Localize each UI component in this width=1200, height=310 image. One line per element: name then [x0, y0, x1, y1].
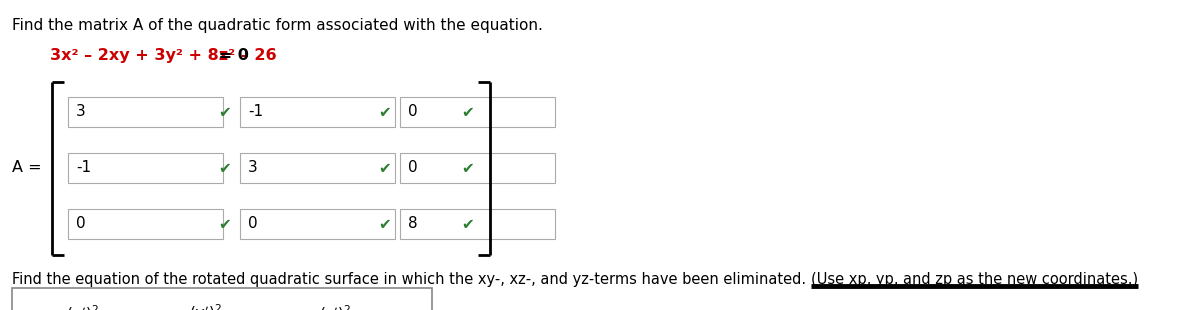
Text: A =: A = [12, 161, 42, 175]
Text: ✔: ✔ [218, 104, 232, 119]
Text: 0: 0 [408, 161, 418, 175]
Text: 3: 3 [248, 161, 258, 175]
Bar [68, 97, 223, 127]
Text: -1: -1 [76, 161, 91, 175]
Text: $(x')^2$: $(x')^2$ [66, 303, 98, 310]
Text: 8: 8 [408, 216, 418, 232]
Text: 0: 0 [76, 216, 85, 232]
Text: $(y')^2$: $(y')^2$ [188, 302, 222, 310]
Text: 3: 3 [76, 104, 85, 119]
Bar [12, 288, 432, 310]
Bar [68, 153, 223, 183]
Text: ✔: ✔ [379, 216, 391, 232]
Text: ✔: ✔ [462, 104, 474, 119]
Bar [240, 153, 395, 183]
Text: = 0: = 0 [214, 48, 250, 63]
Text: (Use xp, yp, and zp as the new coordinates.): (Use xp, yp, and zp as the new coordinat… [811, 272, 1138, 287]
Text: ✔: ✔ [379, 104, 391, 119]
Bar [400, 97, 554, 127]
Text: ✔: ✔ [379, 161, 391, 175]
Bar [400, 209, 554, 239]
Text: ✔: ✔ [462, 216, 474, 232]
Text: $(z')^2$: $(z')^2$ [319, 303, 350, 310]
Text: Find the matrix A of the quadratic form associated with the equation.: Find the matrix A of the quadratic form … [12, 18, 542, 33]
Bar [240, 209, 395, 239]
Text: 0: 0 [408, 104, 418, 119]
Text: 3x² – 2xy + 3y² + 8z² – 26: 3x² – 2xy + 3y² + 8z² – 26 [50, 48, 277, 63]
Text: ✔: ✔ [218, 216, 232, 232]
Text: 0: 0 [248, 216, 258, 232]
Text: ✔: ✔ [218, 161, 232, 175]
Bar [68, 209, 223, 239]
Text: ✔: ✔ [462, 161, 474, 175]
Bar [240, 97, 395, 127]
Text: -1: -1 [248, 104, 263, 119]
Bar [400, 153, 554, 183]
Text: Find the equation of the rotated quadratic surface in which the xy-, xz-, and yz: Find the equation of the rotated quadrat… [12, 272, 811, 287]
